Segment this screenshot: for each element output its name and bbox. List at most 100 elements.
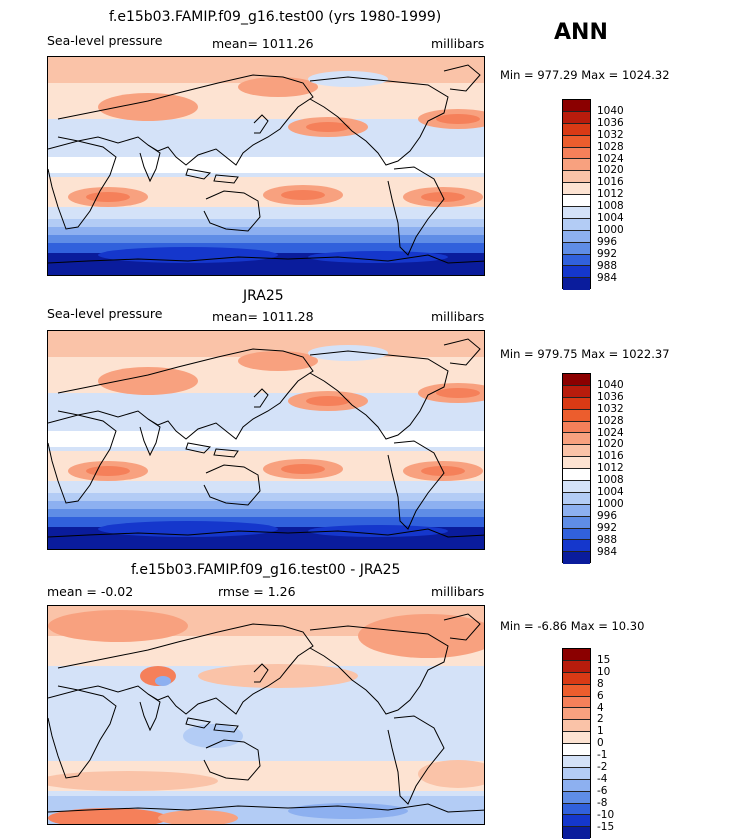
colorbar-cell	[563, 767, 590, 780]
panel-2-mean-label: mean= 1011.28	[212, 309, 314, 324]
colorbar-cell	[563, 481, 590, 493]
panel-1-minmax: Min = 977.29 Max = 1024.32	[500, 68, 670, 82]
colorbar-cell	[563, 147, 590, 160]
colorbar-tick-label: 1036	[597, 390, 624, 403]
colorbar-cell	[563, 397, 590, 410]
colorbar-cell	[563, 123, 590, 136]
colorbar-cell	[563, 266, 590, 279]
colorbar-cell	[563, 791, 590, 804]
colorbar-tick-label: 1	[597, 725, 604, 738]
panel-2-units-label: millibars	[431, 309, 485, 324]
colorbar-cell	[563, 815, 590, 828]
colorbar-tick-label: 984	[597, 545, 618, 558]
colorbar-cell	[563, 135, 590, 148]
season-label: ANN	[554, 20, 608, 45]
colorbar-cell	[563, 720, 590, 733]
colorbar-cell	[563, 254, 590, 267]
colorbar-tick-label: -10	[597, 808, 615, 821]
colorbar-cell	[563, 100, 590, 112]
colorbar-tick-label: 1000	[597, 223, 624, 236]
colorbar-cell	[563, 111, 590, 124]
colorbar-cell	[563, 433, 590, 446]
panel-3-mean-label: mean = -0.02	[47, 584, 134, 599]
colorbar-tick-label: 996	[597, 509, 618, 522]
colorbar-cell	[563, 218, 590, 231]
colorbar-tick-label: 10	[597, 665, 611, 678]
colorbar-cell	[563, 708, 590, 721]
colorbar-tick-label: 992	[597, 247, 618, 260]
colorbar-tick-label: 4	[597, 701, 604, 714]
panel-2-map	[47, 330, 485, 550]
colorbar-tick-label: 1008	[597, 200, 624, 213]
colorbar-tick-label: 1032	[597, 128, 624, 141]
panel-2-minmax: Min = 979.75 Max = 1022.37	[500, 347, 670, 361]
colorbar-cell	[563, 732, 590, 745]
panel-1-map	[47, 56, 485, 276]
colorbar-tick-label: 1012	[597, 188, 624, 201]
panel-2-variable-label: Sea-level pressure	[47, 306, 163, 321]
colorbar-cell	[563, 649, 590, 661]
colorbar-cell	[563, 744, 590, 757]
colorbar-cell	[563, 278, 590, 291]
colorbar-tick-label: 1004	[597, 212, 624, 224]
colorbar-tick-label: 1000	[597, 497, 624, 510]
colorbar-cell	[563, 528, 590, 541]
colorbar-tick-label: 1032	[597, 402, 624, 415]
colorbar-tick-label: 1040	[597, 104, 624, 117]
panel-3-colorbar	[562, 648, 591, 839]
colorbar-tick-label: 15	[597, 653, 611, 666]
colorbar-tick-label: -8	[597, 796, 608, 809]
colorbar-cell	[563, 171, 590, 184]
panel-2-colorbar	[562, 373, 591, 565]
colorbar-tick-label: 8	[597, 677, 604, 690]
panel-3-title: f.e15b03.FAMIP.f09_g16.test00 - JRA25	[131, 562, 401, 578]
colorbar-tick-label: 1008	[597, 474, 624, 487]
colorbar-tick-label: 1028	[597, 414, 624, 427]
colorbar-cell	[563, 552, 590, 565]
colorbar-cell	[563, 374, 590, 386]
colorbar-cell	[563, 159, 590, 172]
colorbar-cell	[563, 421, 590, 434]
colorbar-tick-label: 1028	[597, 140, 624, 153]
panel-1-title: f.e15b03.FAMIP.f09_g16.test00 (yrs 1980-…	[109, 9, 442, 25]
colorbar-cell	[563, 409, 590, 422]
colorbar-tick-label: 992	[597, 521, 618, 534]
colorbar-tick-label: 996	[597, 235, 618, 248]
panel-1-variable-label: Sea-level pressure	[47, 33, 163, 48]
colorbar-cell	[563, 540, 590, 553]
panel-2-title: JRA25	[243, 288, 284, 304]
colorbar-tick-label: 1036	[597, 116, 624, 129]
colorbar-cell	[563, 195, 590, 208]
colorbar-cell	[563, 183, 590, 196]
colorbar-tick-label: 1004	[597, 486, 624, 498]
colorbar-tick-label: -15	[597, 820, 615, 833]
colorbar-cell	[563, 684, 590, 697]
colorbar-cell	[563, 445, 590, 458]
colorbar-tick-label: 1020	[597, 438, 624, 451]
colorbar-tick-label: -1	[597, 749, 608, 762]
colorbar-cell	[563, 516, 590, 529]
colorbar-cell	[563, 756, 590, 768]
colorbar-cell	[563, 469, 590, 482]
colorbar-cell	[563, 242, 590, 255]
panel-3-map	[47, 605, 485, 825]
colorbar-tick-label: 1024	[597, 426, 624, 439]
colorbar-tick-label: 1016	[597, 176, 624, 189]
colorbar-cell	[563, 672, 590, 685]
colorbar-tick-label: -6	[597, 784, 608, 797]
colorbar-tick-label: 1024	[597, 152, 624, 165]
colorbar-cell	[563, 230, 590, 243]
colorbar-cell	[563, 492, 590, 505]
colorbar-cell	[563, 779, 590, 792]
colorbar-cell	[563, 660, 590, 673]
colorbar-cell	[563, 207, 590, 219]
colorbar-cell	[563, 504, 590, 517]
panel-1-mean-label: mean= 1011.26	[212, 36, 314, 51]
panel-3-minmax: Min = -6.86 Max = 10.30	[500, 619, 645, 633]
panel-3-rmse-label: rmse = 1.26	[218, 584, 296, 599]
colorbar-tick-label: 1040	[597, 378, 624, 391]
colorbar-tick-label: 0	[597, 737, 604, 750]
colorbar-tick-label: 988	[597, 259, 618, 272]
colorbar-tick-label: -4	[597, 772, 608, 785]
colorbar-cell	[563, 827, 590, 839]
